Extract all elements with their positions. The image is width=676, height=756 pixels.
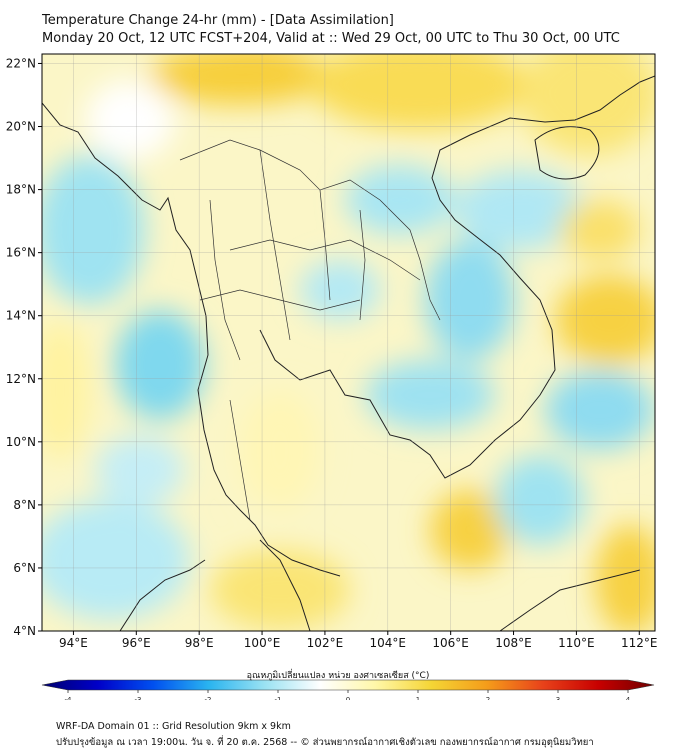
colorbar-tick-label: 4 bbox=[626, 696, 631, 700]
map-plot: 94°E 96°E 98°E 100°E 102°E 104°E 106°E 108°E 110… bbox=[6, 53, 658, 700]
lat-tick-label: 8°N bbox=[13, 498, 36, 512]
lat-tick-label: 16°N bbox=[6, 246, 36, 260]
lon-tick-label: 98°E bbox=[185, 636, 214, 650]
map-title: Temperature Change 24-hr (mm) - [Data As… bbox=[42, 13, 394, 28]
lon-tick-label: 100°E bbox=[244, 636, 281, 650]
map-subtitle: Monday 20 Oct, 12 UTC FCST+204, Valid at… bbox=[42, 31, 620, 46]
lon-tick-label: 102°E bbox=[307, 636, 344, 650]
lat-tick-label: 18°N bbox=[6, 183, 36, 197]
lat-tick-label: 10°N bbox=[6, 435, 36, 449]
colorbar-tick-label: -4 bbox=[65, 696, 73, 700]
footer-model-info: WRF-DA Domain 01 :: Grid Resolution 9km … bbox=[56, 721, 291, 732]
lon-tick-label: 106°E bbox=[432, 636, 469, 650]
lat-tick-label: 22°N bbox=[6, 56, 36, 70]
colorbar-tick-label: 1 bbox=[416, 696, 420, 700]
longitude-axis: 94°E 96°E 98°E 100°E 102°E 104°E 106°E 108°E 110… bbox=[59, 631, 658, 650]
colorbar-tick-label: 3 bbox=[556, 696, 560, 700]
graticule bbox=[42, 54, 655, 632]
temperature-field bbox=[42, 54, 655, 631]
colorbar-title: อุณหภูมิเปลี่ยนแปลง หน่วย องศาเซลเซียส (… bbox=[246, 671, 430, 681]
lon-tick-label: 112°E bbox=[621, 636, 658, 650]
lon-tick-label: 104°E bbox=[370, 636, 407, 650]
lon-tick-label: 94°E bbox=[59, 636, 88, 650]
lat-tick-label: 12°N bbox=[6, 372, 36, 386]
coastlines bbox=[42, 75, 655, 631]
lon-tick-label: 110°E bbox=[558, 636, 595, 650]
colorbar-tick-label: 0 bbox=[346, 696, 350, 700]
lon-tick-label: 96°E bbox=[122, 636, 151, 650]
colorbar: -4 -3 -2 -1 0 1 2 3 4 bbox=[41, 679, 655, 700]
footer-update-info: ปรับปรุงข้อมูล ณ เวลา 19:00น. วัน จ. ที่… bbox=[56, 737, 594, 748]
colorbar-ticks: -4 -3 -2 -1 0 1 2 3 4 bbox=[65, 690, 631, 700]
colorbar-tick-label: -1 bbox=[275, 696, 282, 700]
lat-tick-label: 14°N bbox=[6, 309, 36, 323]
lat-tick-label: 6°N bbox=[13, 561, 36, 575]
map-frame bbox=[41, 53, 656, 632]
colorbar-tick-label: -2 bbox=[205, 696, 212, 700]
colorbar-tick-label: -3 bbox=[135, 696, 142, 700]
lon-tick-label: 108°E bbox=[495, 636, 532, 650]
colorbar-tick-label: 2 bbox=[486, 696, 490, 700]
lat-tick-label: 20°N bbox=[6, 120, 36, 134]
latitude-axis: 4°N 6°N 8°N 10°N 12°N 14°N 16°N 18°N 20°N 22°N bbox=[6, 56, 42, 638]
lat-tick-label: 4°N bbox=[13, 624, 36, 638]
